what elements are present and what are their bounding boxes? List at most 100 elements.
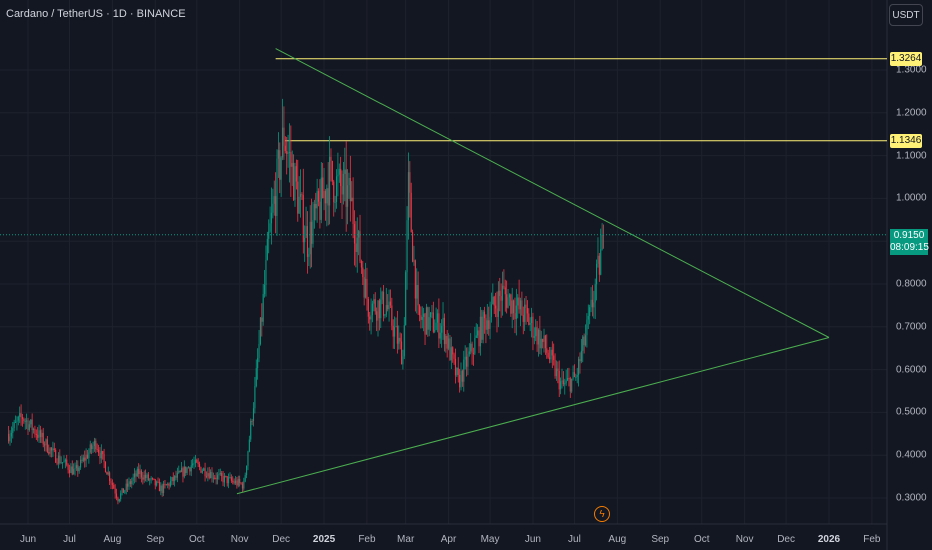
candle-body bbox=[68, 469, 71, 473]
candle-body bbox=[503, 285, 505, 288]
candle-body bbox=[13, 422, 15, 429]
candle-body bbox=[20, 413, 22, 418]
candle-body bbox=[175, 475, 177, 478]
candle-body bbox=[179, 471, 181, 473]
candle-body bbox=[211, 472, 213, 478]
candle-body bbox=[254, 385, 256, 409]
candle-body bbox=[230, 477, 232, 481]
candle-body bbox=[464, 356, 466, 360]
candle-body bbox=[52, 448, 54, 451]
candle-body bbox=[26, 420, 28, 422]
candle-body bbox=[533, 336, 535, 338]
candle-body bbox=[115, 493, 118, 498]
candle-body bbox=[423, 313, 425, 317]
candle-body bbox=[539, 329, 541, 349]
candle-body bbox=[384, 314, 386, 316]
candle-body bbox=[392, 325, 394, 337]
candle-body bbox=[294, 166, 296, 201]
candle-body bbox=[259, 317, 261, 345]
candle-body bbox=[382, 291, 385, 316]
candle-body bbox=[212, 477, 214, 479]
candle-body bbox=[138, 468, 140, 475]
candle-body bbox=[258, 344, 260, 359]
candle-body bbox=[600, 249, 602, 275]
candle-body bbox=[208, 473, 210, 479]
candle-body bbox=[435, 322, 437, 330]
candle-body bbox=[24, 420, 26, 422]
candle-body bbox=[146, 474, 148, 478]
candle-body bbox=[525, 304, 527, 308]
candle-body bbox=[262, 294, 264, 322]
candle-body bbox=[320, 177, 322, 220]
candle-body bbox=[353, 224, 356, 244]
candle-body bbox=[438, 313, 440, 339]
candle-body bbox=[518, 297, 520, 310]
candle-body bbox=[528, 313, 530, 325]
candle-body bbox=[92, 446, 94, 450]
candle-body bbox=[499, 290, 501, 296]
candle-body bbox=[257, 358, 259, 369]
candle-body bbox=[264, 284, 266, 295]
candle-body bbox=[139, 470, 141, 475]
candle-body bbox=[140, 470, 142, 478]
candle-body bbox=[53, 448, 55, 451]
candle-body bbox=[183, 466, 185, 477]
candle-body bbox=[110, 481, 112, 484]
candle-body bbox=[402, 356, 404, 365]
candle-body bbox=[186, 467, 188, 474]
candle-body bbox=[519, 300, 522, 310]
candle-body bbox=[127, 483, 129, 487]
price-tick-label: 0.4000 bbox=[896, 449, 927, 461]
candle-body bbox=[100, 451, 102, 459]
candle-body bbox=[219, 472, 221, 475]
candle-body bbox=[42, 432, 44, 445]
candle-body bbox=[153, 478, 155, 480]
candle-body bbox=[317, 191, 320, 202]
currency-button[interactable]: USDT bbox=[889, 4, 923, 26]
candle-body bbox=[102, 451, 104, 455]
candle-body bbox=[457, 367, 459, 375]
candle-body bbox=[103, 454, 105, 463]
candle-body bbox=[590, 299, 592, 308]
candle-body bbox=[125, 483, 127, 491]
candle-body bbox=[59, 455, 61, 463]
candle-body bbox=[474, 337, 476, 354]
candle-body bbox=[182, 468, 184, 477]
candle-body bbox=[117, 497, 119, 502]
candle-body bbox=[293, 163, 295, 201]
candle-body bbox=[84, 457, 86, 461]
candle-body bbox=[228, 477, 230, 484]
candle-body bbox=[215, 477, 217, 480]
candle-body bbox=[265, 259, 267, 285]
candle-body bbox=[216, 475, 219, 480]
candle-body bbox=[121, 488, 123, 494]
candle-body bbox=[176, 472, 178, 478]
candle-body bbox=[478, 330, 480, 347]
candle-body bbox=[410, 192, 412, 232]
candle-body bbox=[340, 168, 342, 187]
candle-body bbox=[286, 151, 288, 154]
candle-body bbox=[277, 150, 279, 159]
candle-body bbox=[459, 374, 461, 388]
price-tick-label: 0.5000 bbox=[896, 406, 927, 418]
candle-body bbox=[60, 462, 62, 464]
candle-body bbox=[398, 337, 400, 344]
candle-body bbox=[304, 237, 306, 243]
candle-body bbox=[66, 459, 68, 465]
candle-body bbox=[147, 474, 149, 481]
candle-body bbox=[201, 470, 203, 473]
candle-body bbox=[566, 378, 569, 381]
lightning-icon[interactable]: ϟ bbox=[594, 506, 610, 522]
price-tick-label: 0.8000 bbox=[896, 278, 927, 290]
triangle-trendlines bbox=[236, 48, 830, 495]
candle-body bbox=[250, 420, 252, 440]
candle-body bbox=[74, 468, 76, 470]
candle-body bbox=[73, 469, 75, 475]
candle-body bbox=[21, 417, 24, 419]
candle-body bbox=[298, 196, 300, 214]
candle-body bbox=[185, 466, 187, 474]
candle-body bbox=[461, 370, 463, 382]
time-tick-label: May bbox=[480, 534, 500, 545]
candle-body bbox=[536, 327, 538, 345]
